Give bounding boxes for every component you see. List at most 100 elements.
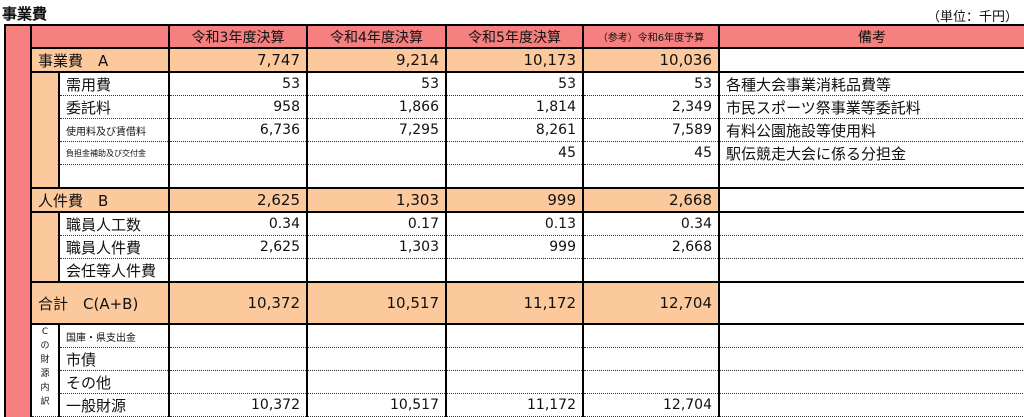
table-row: 会任等人件費 xyxy=(5,258,1024,283)
value-cell xyxy=(168,258,308,283)
value-cell: 2,625 xyxy=(168,235,308,259)
total-row: 合計 C(A+B) 10,372 10,517 11,172 12,704 xyxy=(5,281,1024,325)
value-cell xyxy=(582,347,720,371)
value-cell xyxy=(168,324,308,348)
remark-cell: 駅伝競走大会に係る分担金 xyxy=(719,141,1024,165)
value-cell: 2,349 xyxy=(582,95,720,119)
group-indent xyxy=(30,72,59,188)
value-cell: 53 xyxy=(582,72,720,96)
remark-cell xyxy=(719,347,1024,371)
header-corner xyxy=(30,24,170,49)
value-cell xyxy=(168,347,308,371)
remark-cell: 有料公園施設等使用料 xyxy=(719,118,1024,142)
funding-row: 一般財源 10,372 10,517 11,172 12,704 xyxy=(5,393,1024,417)
value-cell xyxy=(445,370,584,394)
value-cell: 45 xyxy=(582,141,720,165)
value-cell xyxy=(306,164,447,189)
value-cell xyxy=(306,141,447,165)
remark-cell xyxy=(719,212,1024,236)
value-cell: 10,372 xyxy=(168,393,308,417)
funding-row: C の財源内訳国庫・県支出金 xyxy=(5,324,1024,417)
table-row: 負担金補助及び交付金 45 45 駅伝競走大会に係る分担金 xyxy=(5,141,1024,165)
row-label: 負担金補助及び交付金 xyxy=(58,141,169,165)
value-cell xyxy=(582,324,720,348)
value-cell: 9,214 xyxy=(306,47,447,73)
value-cell xyxy=(306,324,447,348)
remark-cell xyxy=(719,258,1024,283)
row-label: 会任等人件費 xyxy=(58,258,169,283)
funding-row: その他 xyxy=(5,370,1024,394)
value-cell: 53 xyxy=(168,72,308,96)
value-cell xyxy=(445,164,584,189)
value-cell: 12,704 xyxy=(582,281,720,325)
remark-cell xyxy=(719,164,1024,189)
value-cell xyxy=(306,370,447,394)
value-cell: 10,517 xyxy=(306,281,447,325)
value-cell xyxy=(445,347,584,371)
value-cell: 45 xyxy=(445,141,584,165)
section-row: 事業費 A 7,747 9,214 10,173 10,036 xyxy=(5,47,1024,73)
value-cell xyxy=(582,258,720,283)
value-cell xyxy=(168,370,308,394)
remark-cell xyxy=(719,324,1024,348)
remark-cell: 各種大会事業消耗品費等 xyxy=(719,72,1024,96)
row-label: 需用費 xyxy=(58,72,169,96)
remark-cell xyxy=(719,235,1024,259)
funding-group-char: 財 xyxy=(40,355,50,365)
value-cell: 958 xyxy=(168,95,308,119)
row-label: 職員人工数 xyxy=(58,212,169,236)
value-cell: 53 xyxy=(445,72,584,96)
value-cell: 6,736 xyxy=(168,118,308,142)
value-cell: 10,173 xyxy=(445,47,584,73)
row-label: その他 xyxy=(58,370,169,394)
table-row: 職員人工数 0.34 0.17 0.13 0.34 xyxy=(5,212,1024,282)
value-cell: 0.13 xyxy=(445,212,584,236)
side-band xyxy=(4,24,32,417)
value-cell xyxy=(445,324,584,348)
column-header: 令和5年度決算 xyxy=(445,24,584,49)
row-label xyxy=(58,164,169,189)
value-cell: 7,589 xyxy=(582,118,720,142)
remark-cell xyxy=(719,393,1024,417)
table-row xyxy=(5,164,1024,189)
value-cell xyxy=(306,258,447,283)
value-cell xyxy=(306,347,447,371)
section-label: 事業費 A xyxy=(30,47,169,73)
value-cell: 1,814 xyxy=(445,95,584,119)
value-cell: 1,303 xyxy=(306,187,447,213)
group-indent xyxy=(30,212,59,282)
funding-group-char: 源 xyxy=(40,369,50,379)
table-row: 使用料及び賃借料 6,736 7,295 8,261 7,589 有料公園施設等使用料 xyxy=(5,118,1024,142)
row-label: 一般財源 xyxy=(58,393,169,417)
value-cell: 999 xyxy=(445,187,584,213)
value-cell: 1,866 xyxy=(306,95,447,119)
remark-cell xyxy=(719,370,1024,394)
section-label: 人件費 B xyxy=(30,187,169,213)
value-cell: 0.34 xyxy=(168,212,308,236)
row-label: 国庫・県支出金 xyxy=(58,324,169,348)
funding-group-char: の xyxy=(40,341,50,351)
value-cell xyxy=(582,370,720,394)
funding-group-char: 内 xyxy=(40,383,50,393)
value-cell: 7,747 xyxy=(168,47,308,73)
value-cell xyxy=(168,141,308,165)
table-row: 需用費 53 53 53 53 各種大会事業消耗品費等 xyxy=(5,72,1024,188)
value-cell: 2,668 xyxy=(582,235,720,259)
remark-cell xyxy=(719,47,1024,73)
page-title: 事業費 xyxy=(2,5,48,23)
funding-group-char: 訳 xyxy=(40,397,50,407)
remarks-header: 備考 xyxy=(718,24,1024,49)
column-header: 令和3年度決算 xyxy=(168,24,308,49)
row-label: 使用料及び賃借料 xyxy=(58,118,169,142)
total-label: 合計 C(A+B) xyxy=(30,281,169,325)
header-row: 令和3年度決算 令和4年度決算 令和5年度決算 （参考）令和6年度予算 備考 xyxy=(4,24,1024,417)
value-cell: 8,261 xyxy=(445,118,584,142)
value-cell: 2,668 xyxy=(582,187,720,213)
row-label: 職員人件費 xyxy=(58,235,169,259)
value-cell: 53 xyxy=(306,72,447,96)
value-cell: 10,036 xyxy=(582,47,720,73)
column-header: 令和4年度決算 xyxy=(306,24,447,49)
row-label: 市債 xyxy=(58,347,169,371)
